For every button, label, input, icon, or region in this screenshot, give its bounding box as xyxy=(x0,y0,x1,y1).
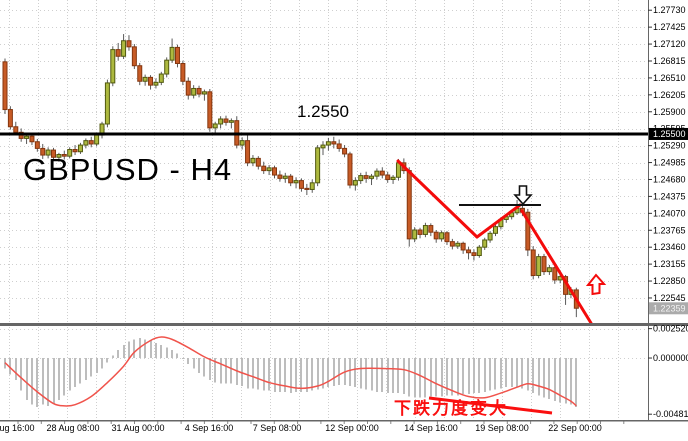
trend-annotations xyxy=(396,159,607,325)
svg-text:1.23765: 1.23765 xyxy=(653,225,686,235)
candlestick-series xyxy=(2,34,579,318)
price-axis-labels: 1.27730 1.27425 1.27120 1.26815 1.26510 1.262… xyxy=(648,5,688,419)
svg-text:31 Aug 00:00: 31 Aug 00:00 xyxy=(111,423,164,433)
svg-text:1.22359: 1.22359 xyxy=(653,303,686,313)
svg-text:22 Sep 00:00: 22 Sep 00:00 xyxy=(548,423,602,433)
svg-text:1.27425: 1.27425 xyxy=(653,22,686,32)
svg-text:4 Sep 16:00: 4 Sep 16:00 xyxy=(185,423,234,433)
down-arrow-icon xyxy=(513,185,533,206)
svg-text:1.24070: 1.24070 xyxy=(653,208,686,218)
svg-text:1.25900: 1.25900 xyxy=(653,107,686,117)
grid xyxy=(0,0,648,421)
svg-text:1.24375: 1.24375 xyxy=(653,191,686,201)
time-axis-labels: 25 Aug 16:00 28 Aug 08:00 31 Aug 00:00 4 Se… xyxy=(0,421,625,433)
svg-text:1.26510: 1.26510 xyxy=(653,73,686,83)
svg-text:1.25290: 1.25290 xyxy=(653,141,686,151)
svg-text:1.23155: 1.23155 xyxy=(653,259,686,269)
svg-text:1.25500: 1.25500 xyxy=(653,129,686,139)
signal-line xyxy=(4,336,577,407)
svg-text:25 Aug 16:00: 25 Aug 16:00 xyxy=(0,423,35,433)
panel-separators xyxy=(0,0,688,422)
svg-text:1.24985: 1.24985 xyxy=(653,158,686,168)
svg-text:1.24680: 1.24680 xyxy=(653,174,686,184)
svg-text:12 Sep 00:00: 12 Sep 00:00 xyxy=(325,423,379,433)
svg-text:1.22850: 1.22850 xyxy=(653,276,686,286)
svg-text:1.26815: 1.26815 xyxy=(653,56,686,66)
price-scale[interactable] xyxy=(648,0,688,420)
svg-text:1.23460: 1.23460 xyxy=(653,242,686,252)
svg-text:1.26205: 1.26205 xyxy=(653,90,686,100)
svg-text:-0.004814: -0.004814 xyxy=(653,409,688,419)
svg-text:14 Sep 16:00: 14 Sep 16:00 xyxy=(404,423,458,433)
up-arrow-icon xyxy=(585,273,607,296)
svg-text:7 Sep 08:00: 7 Sep 08:00 xyxy=(253,423,302,433)
time-scale[interactable] xyxy=(0,421,648,441)
note-underline xyxy=(428,396,553,415)
svg-text:1.27730: 1.27730 xyxy=(653,5,686,15)
svg-text:1.22545: 1.22545 xyxy=(653,293,686,303)
svg-text:28 Aug 08:00: 28 Aug 08:00 xyxy=(46,423,99,433)
svg-text:1.27120: 1.27120 xyxy=(653,39,686,49)
svg-text:0.002520: 0.002520 xyxy=(653,324,688,334)
svg-text:19 Sep 08:00: 19 Sep 08:00 xyxy=(475,423,529,433)
svg-text:0.000000: 0.000000 xyxy=(653,353,688,363)
